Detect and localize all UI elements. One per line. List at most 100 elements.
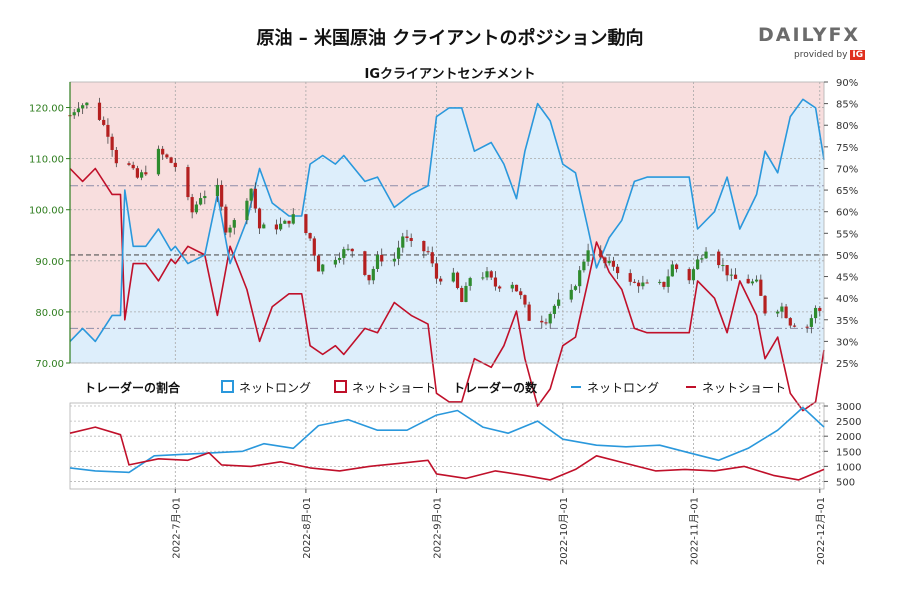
candle-body <box>257 208 262 229</box>
x-tick-label: 2022-12月-01 <box>815 497 827 565</box>
x-tick-label: 2022-7月-01 <box>170 497 182 559</box>
candle-body <box>106 124 110 137</box>
candle-body <box>691 269 696 281</box>
candle-body <box>687 269 691 281</box>
candle-body <box>586 250 590 262</box>
candle-body <box>544 322 548 324</box>
candle-body <box>514 284 519 292</box>
lower-panel-frame <box>69 402 825 490</box>
candle-body <box>114 149 118 164</box>
candle-body <box>434 263 439 279</box>
net-short-count-line <box>69 426 825 481</box>
legend-count-long-label: ネットロング <box>587 381 660 395</box>
candle-body <box>750 281 754 284</box>
candle-body <box>519 291 523 296</box>
candle-body <box>380 254 384 262</box>
trader-count-panel: 3000 2500 2000 1500 1000 500 <box>69 402 861 490</box>
logo-subtext: provided by IG <box>794 50 866 60</box>
candle-body <box>674 264 679 270</box>
candle-body <box>102 119 106 125</box>
legend-count-short: ネットショート <box>686 379 786 396</box>
ratio-tick-label: 30% <box>836 337 858 348</box>
candle-body <box>140 172 144 178</box>
candle-body <box>110 136 114 150</box>
x-tick-label: 2022-10月-01 <box>558 497 570 565</box>
candle-body <box>489 271 493 278</box>
legend-ratio-long-label: ネットロング <box>239 381 312 395</box>
candle-body <box>308 233 312 239</box>
candle-body <box>346 248 350 250</box>
price-tick-label: 120.00 <box>29 104 64 115</box>
candle-body <box>333 259 337 265</box>
candle-body <box>599 250 603 258</box>
x-tick-label: 2022-11月-01 <box>688 497 700 565</box>
candle-body <box>245 200 249 221</box>
candle-body <box>97 102 102 120</box>
candle-body <box>451 272 455 282</box>
candle-body <box>582 261 586 271</box>
price-tick-label: 100.00 <box>29 206 64 217</box>
net-long-ratio-line <box>69 98 825 343</box>
candle-body <box>81 105 85 109</box>
candle-body <box>776 311 780 314</box>
upper-panel-frame <box>69 81 825 364</box>
candle-body <box>439 278 443 282</box>
candle-body <box>468 278 472 286</box>
count-tick-label: 500 <box>836 477 855 488</box>
legend-count-short-swatch <box>686 386 696 388</box>
candle-body <box>215 184 220 197</box>
candle-body <box>392 258 396 262</box>
candle-body <box>662 281 666 287</box>
candle-body <box>485 271 489 278</box>
candle-body <box>746 278 750 284</box>
candle-body <box>637 282 641 287</box>
candle-body <box>161 148 165 155</box>
legend-ratio-long: ネットロング <box>221 379 311 396</box>
price-sentiment-panel: 120.00110.00100.0090.0080.0070.0090%85%8… <box>29 78 858 412</box>
candle-body <box>805 326 809 328</box>
candle-body <box>85 102 89 106</box>
candle-body <box>498 286 502 289</box>
candle-body <box>615 266 620 274</box>
candle-body <box>279 223 283 230</box>
candle-body <box>813 307 818 319</box>
candle-body <box>198 198 203 205</box>
short-area-background <box>70 82 824 363</box>
ratio-tick-label: 25% <box>836 359 858 370</box>
net-short-ratio-line <box>69 167 825 412</box>
candle-body <box>759 279 763 296</box>
candle-body <box>283 220 287 224</box>
legend-count-long-swatch <box>571 386 581 388</box>
candle-body <box>426 251 430 253</box>
x-tick-label: 2022-8月-01 <box>301 497 313 559</box>
ratio-tick-label: 65% <box>836 186 858 197</box>
candle-body <box>68 115 72 117</box>
candle-body <box>274 224 279 230</box>
candle-body <box>607 260 611 264</box>
candle-body <box>304 214 308 234</box>
dailyfx-logo: DAILYFX provided by IG <box>758 24 868 64</box>
candle-body <box>696 259 700 270</box>
chart-title: 原油 – 米国原油 クライアントのポジション動向 <box>256 28 644 49</box>
candle-body <box>131 164 135 169</box>
candle-body <box>784 306 788 319</box>
candle-body <box>578 270 582 287</box>
candle-body <box>792 325 797 327</box>
candle-body <box>658 281 662 283</box>
candle-body <box>224 206 228 233</box>
ratio-tick-label: 50% <box>836 251 858 262</box>
candle-body <box>396 247 401 259</box>
candle-body <box>510 284 514 289</box>
x-axis: 2022-7月-01 2022-8月-01 2022-9月-01 2022-10月-0… <box>170 489 827 565</box>
candle-body <box>316 255 321 272</box>
legend-ratio-long-swatch <box>221 380 234 393</box>
count-tick-label: 3000 <box>836 402 861 413</box>
candle-body <box>755 279 759 282</box>
candle-body <box>493 277 498 287</box>
net-long-count-line <box>69 406 825 474</box>
candle-body <box>573 286 578 290</box>
count-tick-label: 1500 <box>836 447 861 458</box>
ratio-tick-label: 35% <box>836 316 858 327</box>
ratio-tick-label: 45% <box>836 273 858 284</box>
